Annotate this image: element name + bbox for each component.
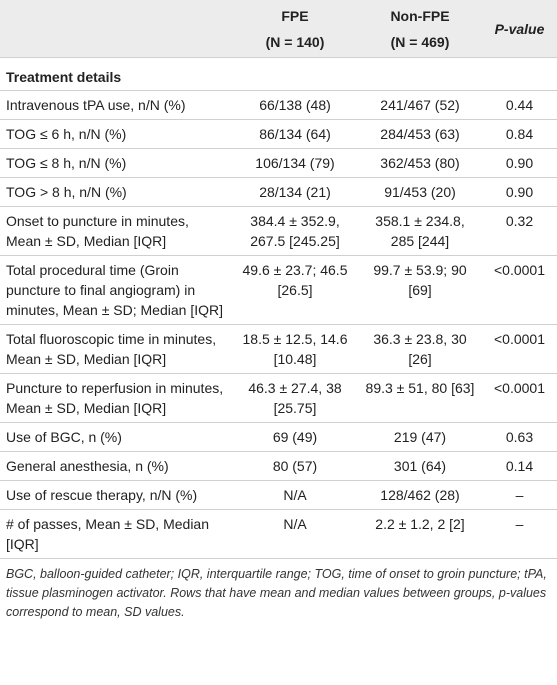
data-table: FPE (N = 140) Non-FPE (N = 469) P-value Trea… (0, 0, 557, 559)
value-cell: 0.63 (482, 422, 557, 452)
value-cell: – (482, 480, 557, 510)
table-row: Total fluoroscopic time in minutes, Mean… (0, 324, 557, 374)
value-cell: 86/134 (64) (232, 119, 358, 149)
row-label: Total procedural time (Groin puncture to… (0, 255, 232, 325)
value-cell: 0.14 (482, 451, 557, 481)
value-cell: 301 (64) (358, 451, 482, 481)
header-cell: FPE (N = 140) (232, 0, 358, 58)
table-row: Total procedural time (Groin puncture to… (0, 255, 557, 325)
value-cell: N/A (232, 509, 358, 559)
row-label: TOG ≤ 6 h, n/N (%) (0, 119, 232, 149)
value-cell: – (482, 509, 557, 559)
row-label: # of passes, Mean ± SD, Median [IQR] (0, 509, 232, 559)
value-cell: 358.1 ± 234.8, 285 [244] (358, 206, 482, 256)
value-cell: 91/453 (20) (358, 177, 482, 207)
footnote: BGC, balloon-guided catheter; IQR, inter… (6, 567, 547, 619)
header-cell: P-value (482, 0, 557, 58)
row-label: Use of rescue therapy, n/N (%) (0, 480, 232, 510)
row-label: Onset to puncture in minutes, Mean ± SD,… (0, 206, 232, 256)
value-cell: 2.2 ± 1.2, 2 [2] (358, 509, 482, 559)
value-cell: 69 (49) (232, 422, 358, 452)
table-body: Treatment details Intravenous tPA use, n/… (0, 57, 557, 559)
value-cell: 46.3 ± 27.4, 38 [25.75] (232, 373, 358, 423)
value-cell: N/A (232, 480, 358, 510)
row-label: General anesthesia, n (%) (0, 451, 232, 481)
value-cell: 28/134 (21) (232, 177, 358, 207)
value-cell: 0.90 (482, 177, 557, 207)
value-cell: 49.6 ± 23.7; 46.5 [26.5] (232, 255, 358, 325)
section-row: Treatment details (0, 57, 557, 91)
header-title: Non-FPE (390, 7, 450, 24)
row-label: Intravenous tPA use, n/N (%) (0, 90, 232, 120)
value-cell: 241/467 (52) (358, 90, 482, 120)
table-row: TOG ≤ 8 h, n/N (%) 106/134 (79) 362/453 (8… (0, 148, 557, 178)
value-cell: 0.32 (482, 206, 557, 256)
table-row: # of passes, Mean ± SD, Median [IQR] N/A 2… (0, 509, 557, 559)
header-cell: Non-FPE (N = 469) (358, 0, 482, 58)
table-row: Intravenous tPA use, n/N (%) 66/138 (48) 2… (0, 90, 557, 120)
value-cell: 128/462 (28) (358, 480, 482, 510)
value-cell: 362/453 (80) (358, 148, 482, 178)
header-subtitle: (N = 140) (265, 33, 325, 50)
header-title: FPE (281, 7, 309, 24)
value-cell: 18.5 ± 12.5, 14.6 [10.48] (232, 324, 358, 374)
table-row: Use of rescue therapy, n/N (%) N/A 128/462… (0, 480, 557, 510)
value-cell: <0.0001 (482, 255, 557, 325)
value-cell: 80 (57) (232, 451, 358, 481)
table-header: FPE (N = 140) Non-FPE (N = 469) P-value (0, 0, 557, 58)
table-row: General anesthesia, n (%) 80 (57) 301 (64)… (0, 451, 557, 481)
table-row: Onset to puncture in minutes, Mean ± SD,… (0, 206, 557, 256)
row-label: TOG ≤ 8 h, n/N (%) (0, 148, 232, 178)
header-title: P-value (494, 20, 545, 37)
row-label: Use of BGC, n (%) (0, 422, 232, 452)
section-cell: Treatment details (0, 57, 557, 91)
value-cell: 36.3 ± 23.8, 30 [26] (358, 324, 482, 374)
value-cell: 89.3 ± 51, 80 [63] (358, 373, 482, 423)
table-row: TOG ≤ 6 h, n/N (%) 86/134 (64) 284/453 (63… (0, 119, 557, 149)
header-cell (0, 0, 232, 58)
row-label: TOG > 8 h, n/N (%) (0, 177, 232, 207)
value-cell: 0.84 (482, 119, 557, 149)
header-row: FPE (N = 140) Non-FPE (N = 469) P-value (0, 0, 557, 58)
value-cell: 66/138 (48) (232, 90, 358, 120)
value-cell: 106/134 (79) (232, 148, 358, 178)
row-label: Total fluoroscopic time in minutes, Mean… (0, 324, 232, 374)
value-cell: 219 (47) (358, 422, 482, 452)
value-cell: 0.90 (482, 148, 557, 178)
value-cell: 99.7 ± 53.9; 90 [69] (358, 255, 482, 325)
table-row: TOG > 8 h, n/N (%) 28/134 (21) 91/453 (20)… (0, 177, 557, 207)
value-cell: <0.0001 (482, 373, 557, 423)
header-subtitle: (N = 469) (390, 33, 450, 50)
table-row: Puncture to reperfusion in minutes, Mean… (0, 373, 557, 423)
value-cell: 284/453 (63) (358, 119, 482, 149)
value-cell: 384.4 ± 352.9, 267.5 [245.25] (232, 206, 358, 256)
value-cell: 0.44 (482, 90, 557, 120)
value-cell: <0.0001 (482, 324, 557, 374)
row-label: Puncture to reperfusion in minutes, Mean… (0, 373, 232, 423)
table-row: Use of BGC, n (%) 69 (49) 219 (47) 0.63 (0, 422, 557, 452)
